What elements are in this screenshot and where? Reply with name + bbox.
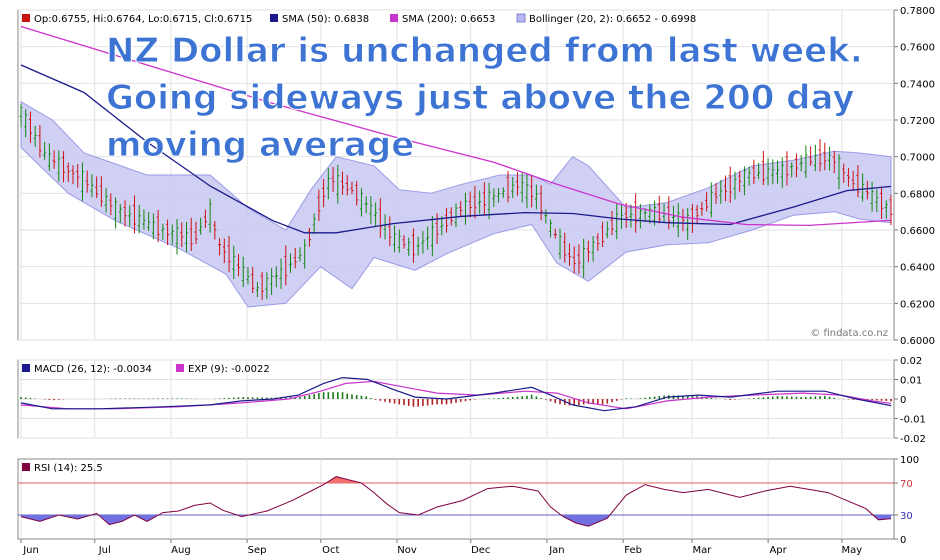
rsi-line — [20, 476, 892, 527]
rsi-y-tick-label: 0 — [900, 535, 906, 546]
legend-bollinger: Bollinger (20, 2): 0.6652 - 0.6998 — [529, 14, 696, 25]
x-tick-label: Jul — [98, 545, 111, 556]
watermark: © findata.co.nz — [810, 328, 888, 339]
sma200-line — [20, 25, 892, 227]
macd-y-tick-label: -0.01 — [900, 415, 926, 426]
legend-exp: EXP (9): -0.0022 — [188, 364, 270, 375]
macd-y-tick-label: -0.02 — [900, 434, 926, 445]
price-y-tick-label: 0.6400 — [900, 263, 935, 274]
rsi-y-tick-label: 100 — [900, 455, 919, 466]
rsi-plot-frame — [17, 458, 895, 540]
legend-sma50: SMA (50): 0.6838 — [282, 14, 369, 25]
legend-sma200: SMA (200): 0.6653 — [402, 14, 495, 25]
price-y-tick-label: 0.7800 — [900, 6, 935, 17]
rsi-legend: RSI (14): 25.5 — [22, 463, 103, 474]
annotation: NZ Dollar is unchanged from last week. G… — [106, 31, 864, 166]
x-tick-label: May — [842, 545, 863, 556]
x-tick-label: Mar — [692, 545, 712, 556]
x-tick-label: Aug — [171, 545, 191, 556]
x-tick-label: Sep — [248, 545, 267, 556]
price-y-axis: 0.7800 0.7600 0.7400 0.7200 0.7000 0.6800 0.66… — [894, 6, 935, 347]
rsi-y-axis: 100 70 30 0 — [894, 455, 919, 546]
legend-ohlc: Op:0.6755, Hi:0.6764, Lo:0.6715, Cl:0.67… — [34, 14, 252, 25]
price-y-tick-label: 0.6200 — [900, 299, 935, 310]
rsi-fills — [21, 476, 891, 527]
legend-swatch-ohlc — [22, 14, 30, 22]
price-y-tick-label: 0.6000 — [900, 336, 935, 347]
rsi-oversold-fill — [21, 515, 58, 522]
x-tick-label: Apr — [769, 545, 787, 556]
x-tick-label: Jun — [22, 545, 39, 556]
rsi-panel: 100 70 30 0 RSI (14): 25.5 — [17, 455, 919, 546]
price-y-tick-label: 0.7600 — [900, 43, 935, 54]
legend-swatch-macd — [22, 364, 30, 372]
legend-swatch-exp — [176, 364, 184, 372]
annotation-line-2: Going sideways just above the 200 day — [106, 78, 855, 118]
price-panel: 0.7800 0.7600 0.7400 0.7200 0.7000 0.6800 0.66… — [17, 6, 935, 347]
legend-rsi: RSI (14): 25.5 — [34, 463, 103, 474]
price-y-tick-label: 0.7200 — [900, 116, 935, 127]
annotation-line-1: NZ Dollar is unchanged from last week. — [106, 31, 863, 71]
rsi-oversold-fill — [99, 515, 133, 525]
legend-macd: MACD (26, 12): -0.0034 — [34, 364, 152, 375]
rsi-oversold-fill — [136, 515, 159, 522]
sma50-line — [20, 64, 892, 234]
macd-y-tick-label: 0 — [900, 395, 906, 406]
macd-histogram — [20, 392, 892, 407]
legend-swatch-bollinger — [516, 13, 526, 23]
x-tick-label: Dec — [471, 545, 490, 556]
macd-panel: 0.02 0.01 0 -0.01 -0.02 MACD (26, 12): -0.00… — [17, 356, 926, 445]
legend-swatch-sma50 — [270, 14, 278, 22]
legend-swatch-rsi — [22, 463, 30, 471]
macd-y-tick-label: 0.01 — [900, 376, 922, 387]
x-tick-label: Nov — [397, 545, 417, 556]
rsi-y-tick-label: 30 — [900, 511, 913, 522]
x-tick-label: Feb — [624, 545, 642, 556]
price-candles — [19, 103, 893, 300]
price-y-tick-label: 0.6800 — [900, 189, 935, 200]
rsi-y-tick-label: 70 — [900, 479, 913, 490]
macd-line — [20, 376, 892, 412]
annotation-line-3: moving average — [106, 125, 414, 165]
rsi-oversold-fill — [561, 515, 609, 527]
legend-swatch-sma200 — [390, 14, 398, 22]
price-y-tick-label: 0.7000 — [900, 153, 935, 164]
macd-legend: MACD (26, 12): -0.0034 EXP (9): -0.0022 — [22, 364, 270, 375]
x-axis: Jun Jul Aug Sep Oct Nov Dec Jan Feb Mar Apr May — [20, 539, 863, 556]
price-legend: Op:0.6755, Hi:0.6764, Lo:0.6715, Cl:0.67… — [22, 13, 696, 25]
macd-y-tick-label: 0.02 — [900, 356, 922, 367]
rsi-grid — [18, 459, 894, 539]
x-tick-label: Jan — [548, 545, 564, 556]
price-y-tick-label: 0.6600 — [900, 226, 935, 237]
macd-y-axis: 0.02 0.01 0 -0.01 -0.02 — [894, 356, 926, 445]
price-y-tick-label: 0.7400 — [900, 79, 935, 90]
rsi-overbought-fill — [326, 476, 360, 483]
x-tick-label: Oct — [322, 545, 339, 556]
rsi-oversold-fill — [60, 515, 91, 519]
